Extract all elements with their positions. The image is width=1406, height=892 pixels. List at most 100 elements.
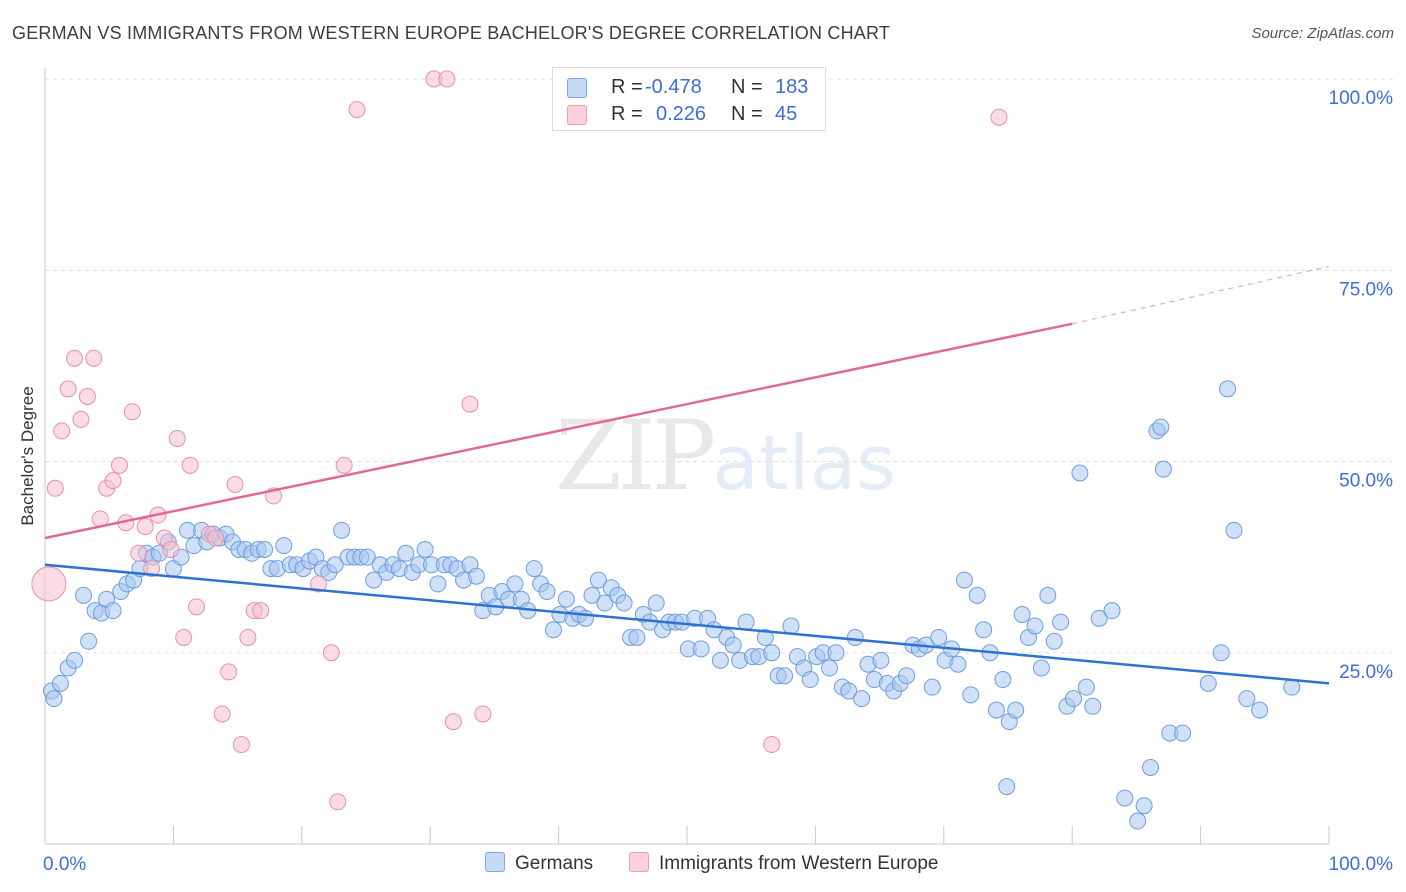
immigrant-point: [335, 456, 353, 474]
german-point: [987, 701, 1005, 719]
immigrant-point: [309, 575, 327, 593]
german-point: [1084, 697, 1102, 715]
german-point: [1052, 613, 1070, 631]
german-point: [596, 594, 614, 612]
german-point: [1045, 632, 1063, 650]
german-point: [801, 671, 819, 689]
german-point: [557, 590, 575, 608]
immigrant-point: [990, 108, 1008, 126]
german-point: [179, 521, 197, 539]
immigrant-point: [232, 736, 250, 754]
german-point: [930, 628, 948, 646]
german-point: [840, 682, 858, 700]
legend-r-label: R =: [611, 103, 643, 125]
bottom-legend-germans-label: Germans: [515, 853, 594, 874]
german-point: [365, 571, 383, 589]
german-point: [583, 586, 601, 604]
immigrant-point: [85, 349, 103, 367]
immigrant-point: [763, 736, 781, 754]
german-point: [1013, 606, 1031, 623]
y-tick-label: 75.0%: [1339, 279, 1393, 300]
german-point: [66, 651, 84, 669]
german-point: [45, 690, 63, 708]
german-point: [577, 609, 595, 627]
immigrant-point: [438, 70, 456, 88]
german-point: [756, 628, 774, 646]
immigrant-point: [252, 602, 270, 620]
german-point: [998, 778, 1016, 796]
immigrant-point: [162, 540, 180, 558]
german-point: [1032, 659, 1050, 677]
german-point: [1154, 460, 1172, 478]
german-point: [628, 628, 646, 646]
x-tick-label: 0.0%: [43, 854, 86, 875]
immigrant-point: [226, 475, 244, 493]
german-point: [1071, 464, 1089, 482]
immigrant-point: [143, 560, 161, 578]
bottom-legend-immigrants-label: Immigrants from Western Europe: [659, 853, 939, 874]
german-point: [872, 651, 890, 669]
bottom-legend-immigrants: Immigrants from Western Europe: [629, 852, 938, 876]
german-trendline: [44, 563, 1330, 685]
legend-swatch-pink: [567, 105, 587, 125]
immigrant-point: [59, 380, 77, 398]
legend-n-value: 45: [775, 103, 798, 125]
german-point: [1212, 644, 1230, 662]
german-point: [1238, 690, 1256, 708]
immigrant-point: [130, 544, 148, 562]
immigrant-trendline: [44, 322, 1073, 540]
german-point: [846, 628, 864, 646]
immigrant-point: [181, 456, 199, 474]
legend: R = -0.478 N = 183 R = 0.226 N = 45: [552, 67, 826, 131]
bottom-legend-swatch-pink: [629, 852, 649, 872]
german-point: [467, 567, 485, 585]
german-point: [538, 583, 556, 601]
immigrant-point: [104, 472, 122, 490]
german-point: [1064, 690, 1082, 708]
german-point: [358, 548, 376, 566]
german-point: [1090, 609, 1108, 627]
german-point: [416, 540, 434, 558]
german-point: [975, 621, 993, 639]
y-tick-label: 25.0%: [1339, 662, 1393, 683]
immigrant-point: [322, 644, 340, 662]
german-point: [949, 655, 967, 673]
immigrant-point: [66, 349, 84, 367]
german-point: [326, 556, 344, 574]
immigrant-point: [207, 529, 225, 547]
immigrant-point: [175, 628, 193, 646]
german-point: [1026, 617, 1044, 635]
immigrant-point: [168, 430, 186, 448]
german-point: [782, 617, 800, 635]
chart-title: GERMAN VS IMMIGRANTS FROM WESTERN EUROPE…: [12, 23, 891, 43]
immigrant-point: [188, 598, 206, 616]
legend-n-value: 183: [775, 76, 809, 98]
german-point: [333, 521, 351, 539]
immigrant-point: [239, 628, 257, 646]
german-point: [763, 644, 781, 662]
german-point: [1039, 586, 1057, 604]
immigrant-point: [213, 705, 231, 723]
german-point: [711, 651, 729, 669]
immigrant-point: [78, 387, 96, 405]
immigrant-point: [110, 456, 128, 474]
immigrant-point: [461, 395, 479, 413]
german-point: [1077, 678, 1095, 696]
german-point: [104, 602, 122, 620]
german-point: [1219, 380, 1237, 398]
y-tick-label: 50.0%: [1339, 471, 1393, 492]
german-point: [429, 575, 447, 593]
german-point: [692, 640, 710, 658]
immigrant-point: [136, 518, 154, 536]
german-point: [827, 644, 845, 662]
german-point: [80, 632, 98, 650]
german-point: [51, 674, 69, 692]
german-point: [821, 659, 839, 677]
german-point: [1174, 724, 1192, 742]
german-point: [1142, 759, 1160, 776]
source-label: Source: ZipAtlas.com: [1251, 25, 1394, 42]
bottom-legend-swatch-blue: [485, 852, 505, 872]
legend-r-label: R =: [611, 76, 643, 98]
immigrant-point: [31, 566, 67, 602]
german-point: [968, 586, 986, 604]
